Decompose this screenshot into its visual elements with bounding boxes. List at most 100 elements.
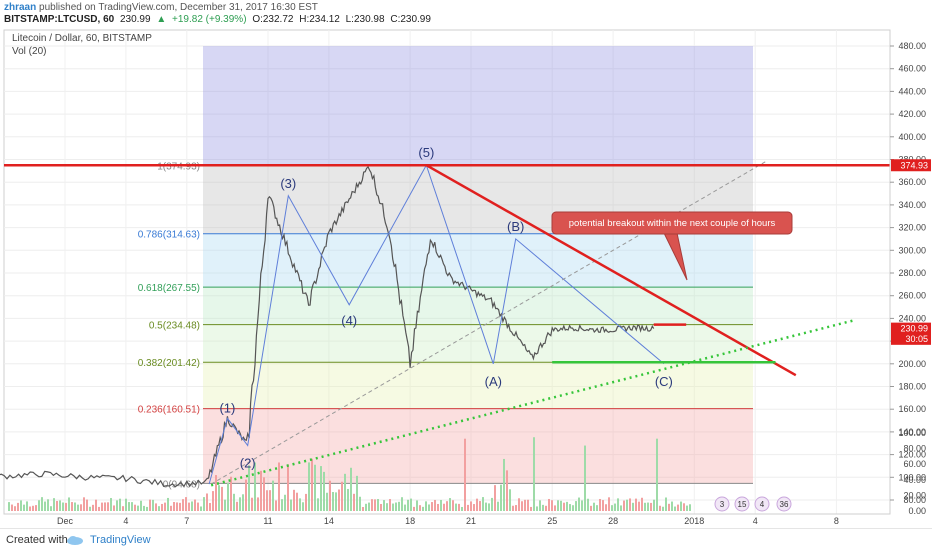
- volume-bar: [131, 502, 133, 511]
- volume-bar: [233, 493, 235, 511]
- tradingview-cloud-icon: [67, 536, 83, 545]
- volume-bar: [374, 499, 376, 511]
- volume-bar: [287, 464, 289, 511]
- volume-bar: [536, 506, 538, 511]
- volume-bar: [386, 503, 388, 511]
- fib-label: 1(374.93): [157, 161, 200, 172]
- author-name[interactable]: zhraan: [4, 2, 37, 13]
- symbol-line: BITSTAMP:LTCUSD, 60 230.99 ▲ +19.82 (+9.…: [4, 14, 434, 25]
- volume-bar: [488, 503, 490, 511]
- volume-bar: [647, 502, 649, 511]
- volume-bar: [509, 489, 511, 511]
- volume-bar: [68, 497, 70, 511]
- volume-bar: [26, 501, 28, 511]
- time-tick-label: 25: [547, 516, 557, 526]
- volume-bar: [590, 505, 592, 511]
- event-badge-label: 3: [720, 500, 725, 509]
- volume-bar: [407, 499, 409, 511]
- price-tick-label: 400.00: [898, 132, 926, 142]
- price-tick-label: 260.00: [898, 291, 926, 301]
- volume-bar: [410, 498, 412, 511]
- volume-bar: [209, 502, 211, 511]
- volume-bar: [632, 502, 634, 511]
- price-tag-label: 374.93: [900, 160, 928, 170]
- volume-bar: [77, 504, 79, 511]
- price-line: [0, 165, 655, 488]
- volume-bar: [620, 505, 622, 511]
- volume-bar: [74, 502, 76, 511]
- volume-bar: [656, 438, 658, 511]
- volume-bar: [398, 501, 400, 511]
- volume-tick-label: 80.00: [903, 444, 926, 454]
- event-badge-icon: [776, 496, 792, 512]
- volume-bar: [11, 504, 13, 511]
- volume-bar: [380, 503, 382, 511]
- volume-bar: [605, 504, 607, 511]
- price-tick-label: 360.00: [898, 177, 926, 187]
- price-tick-label: 120.00: [898, 450, 926, 460]
- volume-bar: [569, 504, 571, 511]
- volume-bar: [47, 499, 49, 511]
- volume-bar: [125, 498, 127, 511]
- volume-bar: [8, 502, 10, 511]
- volume-bar: [542, 504, 544, 511]
- time-tick-label: 18: [405, 516, 415, 526]
- volume-bar: [263, 477, 265, 511]
- fib-zone-236: [203, 408, 753, 484]
- volume-bar: [581, 500, 583, 511]
- price-tag-box: [891, 159, 931, 172]
- volume-bar: [86, 499, 88, 511]
- volume-bar: [674, 506, 676, 511]
- volume-bar: [38, 500, 40, 511]
- volume-bar: [101, 502, 103, 511]
- volume-bar: [239, 497, 241, 511]
- volume-bar: [200, 506, 202, 511]
- volume-bar: [551, 500, 553, 511]
- volume-bar: [41, 497, 43, 511]
- volume-bar: [155, 503, 157, 511]
- volume-bar: [341, 481, 343, 511]
- volume-bar: [185, 497, 187, 511]
- volume-bar: [140, 500, 142, 511]
- volume-bar: [269, 490, 271, 511]
- chart-area[interactable]: 1(374.93) 0.786(314.63) 0.618(267.55) 0.5(2…: [0, 26, 932, 526]
- volume-bar: [443, 503, 445, 511]
- volume-bar: [320, 466, 322, 511]
- volume-bar: [44, 501, 46, 511]
- price-tick-label: 420.00: [898, 109, 926, 119]
- volume-bar: [296, 492, 298, 511]
- volume-bar: [503, 458, 505, 511]
- wave-label: (C): [655, 374, 673, 389]
- volume-bar: [452, 500, 454, 511]
- volume-bar: [491, 497, 493, 511]
- volume-bar: [332, 492, 334, 511]
- price-tag-label: 30:05: [905, 334, 928, 344]
- volume-bar: [50, 506, 52, 511]
- volume-bar: [182, 499, 184, 511]
- price-tag-box: [891, 322, 931, 335]
- volume-bar: [275, 500, 277, 511]
- volume-bar: [611, 505, 613, 511]
- volume-bar: [626, 499, 628, 511]
- close-value: C:230.99: [390, 14, 431, 25]
- volume-bar: [677, 504, 679, 511]
- volume-bar: [389, 499, 391, 511]
- symbol-name: BITSTAMP:LTCUSD, 60: [4, 14, 115, 25]
- price-tick-label: 320.00: [898, 223, 926, 233]
- volume-bar: [575, 501, 577, 511]
- volume-bar: [623, 500, 625, 511]
- volume-bar: [641, 497, 643, 511]
- price-chart[interactable]: 1(374.93) 0.786(314.63) 0.618(267.55) 0.5(2…: [0, 26, 932, 526]
- volume-bar: [659, 505, 661, 511]
- volume-bar: [23, 504, 25, 511]
- volume-bar: [362, 506, 364, 511]
- volume-bar: [32, 505, 34, 511]
- footer-bar: Created with TradingView: [0, 528, 932, 551]
- volume-bar: [668, 503, 670, 511]
- tradingview-brand[interactable]: TradingView: [90, 534, 151, 546]
- volume-bar: [158, 506, 160, 511]
- volume-bar: [425, 501, 427, 511]
- volume-bar: [377, 499, 379, 511]
- volume-bar: [686, 505, 688, 511]
- volume-bar: [614, 503, 616, 511]
